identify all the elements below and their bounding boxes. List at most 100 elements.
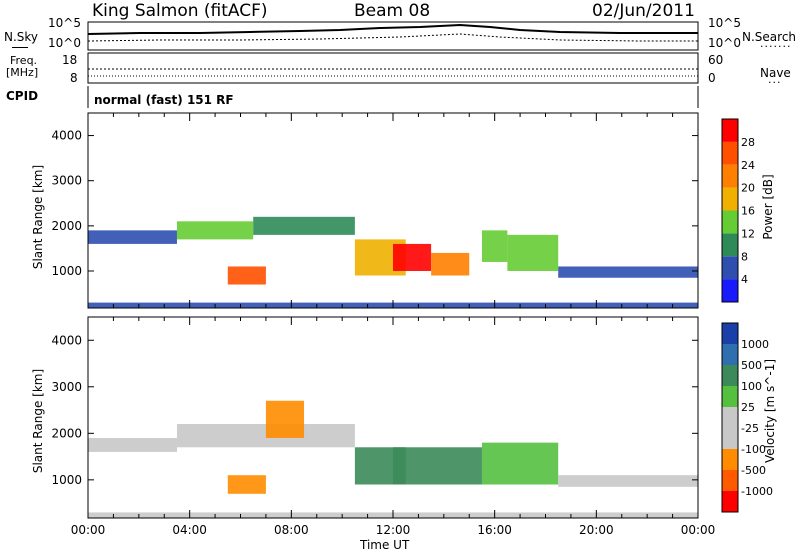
- power-colorbar: 4 8 12 16 20 24 28: [721, 118, 755, 303]
- nave-dots: ···: [768, 76, 782, 89]
- freq-bottom-tick: 8: [70, 71, 78, 85]
- colorbar-segment: [722, 256, 738, 280]
- colorbar-tick-label: 500: [741, 359, 762, 372]
- nsky-panel-frame: [87, 21, 699, 51]
- data-region: [393, 447, 482, 485]
- colorbar-segment: [722, 279, 738, 302]
- y-tick-label: 3000: [51, 380, 82, 394]
- colorbar-tick-label: 24: [741, 159, 755, 172]
- velocity-panel: 1000 2000 3000 4000: [51, 316, 699, 519]
- data-region: [265, 400, 305, 438]
- colorbar-segment: [722, 491, 738, 512]
- colorbar-frame: [721, 322, 739, 513]
- beam-title: Beam 08: [354, 1, 431, 21]
- colorbar-tick-label: 12: [741, 227, 755, 240]
- nsearch-trace: [87, 33, 698, 42]
- colorbar-segment: [722, 428, 738, 449]
- velocity-ylabel: Slant Range [km]: [31, 368, 45, 474]
- nsky-bottom-tick: 10^0: [48, 36, 81, 50]
- colorbar-segment: [722, 233, 738, 257]
- freq-label-line1: Freq.: [10, 54, 38, 67]
- nave-top-tick: 60: [708, 53, 724, 67]
- data-region: [253, 216, 355, 235]
- x-tick-label: 04:00: [172, 523, 207, 537]
- x-axis: 00:00 04:00 08:00 12:00 16:00 20:00 00:00: [71, 523, 716, 537]
- colorbar-segment: [722, 119, 738, 142]
- colorbar-segment: [722, 470, 738, 491]
- nsky-label: N.Sky: [4, 30, 39, 44]
- nsearch-top-tick: 10^5: [708, 16, 741, 30]
- cpid-text: normal (fast) 151 RF: [94, 93, 234, 107]
- colorbar-segment: [722, 323, 738, 344]
- colorbar-segment: [722, 344, 738, 365]
- data-region: [393, 243, 432, 271]
- plot-background: [88, 317, 698, 518]
- colorbar-frame: [721, 118, 739, 303]
- y-tick-label: 1000: [51, 264, 82, 278]
- nave-bottom-tick: 0: [708, 71, 716, 85]
- y-tick-label: 4000: [51, 129, 82, 143]
- data-region: [227, 266, 266, 285]
- x-tick-label: 12:00: [376, 523, 411, 537]
- data-region: [507, 234, 559, 271]
- colorbar-tick-label: 1000: [741, 338, 769, 351]
- x-tick-label: 20:00: [579, 523, 614, 537]
- data-region: [227, 475, 266, 494]
- colorbar-segment: [722, 407, 738, 428]
- data-region: [481, 230, 508, 262]
- station-title: King Salmon (fitACF): [92, 1, 268, 21]
- colorbar-tick-label: 28: [741, 136, 755, 149]
- x-tick-label: 00:00: [681, 523, 716, 537]
- colorbar-tick-label: -25: [741, 422, 759, 435]
- x-tick-label: 00:00: [71, 523, 106, 537]
- data-region: [431, 252, 470, 276]
- nsky-underline: [12, 47, 28, 48]
- colorbar-segment: [722, 365, 738, 386]
- data-region: [558, 475, 698, 487]
- nsky-trace: [87, 23, 698, 35]
- freq-label-line2: [MHz]: [6, 66, 39, 79]
- colorbar-segment: [722, 164, 738, 188]
- freq-top-tick: 18: [62, 53, 78, 67]
- colorbar-segment: [722, 386, 738, 407]
- x-tick-label: 16:00: [477, 523, 512, 537]
- y-tick-label: 3000: [51, 174, 82, 188]
- y-tick-label: 2000: [51, 219, 82, 233]
- colorbar-tick-label: 25: [741, 401, 755, 414]
- data-region: [88, 437, 177, 452]
- cpid-label: CPID: [6, 89, 39, 103]
- date-title: 02/Jun/2011: [592, 1, 695, 21]
- power-colorbar-label: Power [dB]: [761, 174, 775, 240]
- y-tick-label: 1000: [51, 473, 82, 487]
- colorbar-tick-label: 100: [741, 380, 762, 393]
- colorbar-tick-label: 8: [741, 250, 748, 263]
- data-region: [88, 230, 177, 244]
- data-region: [176, 221, 254, 240]
- power-panel: 1000 2000 3000 4000: [51, 112, 699, 309]
- data-region: [558, 266, 698, 278]
- colorbar-tick-label: 16: [741, 205, 755, 218]
- colorbar-tick-label: 20: [741, 182, 755, 195]
- y-tick-label: 2000: [51, 426, 82, 440]
- data-region: [481, 442, 559, 485]
- nsky-top-tick: 10^5: [48, 16, 81, 30]
- nsearch-dots: ·······: [760, 40, 792, 53]
- x-axis-label: Time UT: [360, 538, 410, 552]
- plot-background: [88, 113, 698, 308]
- y-tick-label: 4000: [51, 333, 82, 347]
- colorbar-tick-label: -500: [741, 464, 766, 477]
- freq-panel-frame: [87, 52, 699, 84]
- nsearch-label: N.Search: [742, 30, 797, 44]
- colorbar-segment: [722, 449, 738, 470]
- colorbar-tick-label: -1000: [741, 485, 773, 498]
- colorbar-tick-label: -100: [741, 443, 766, 456]
- nave-label: Nave: [760, 66, 791, 80]
- nsearch-bottom-tick: 10^0: [708, 36, 741, 50]
- colorbar-segment: [722, 141, 738, 165]
- velocity-colorbar-label: Velocity [m s^-1]: [763, 358, 777, 464]
- colorbar-segment: [722, 187, 738, 211]
- power-ylabel: Slant Range [km]: [31, 164, 45, 270]
- colorbar-segment: [722, 210, 738, 234]
- colorbar-tick-label: 4: [741, 273, 748, 286]
